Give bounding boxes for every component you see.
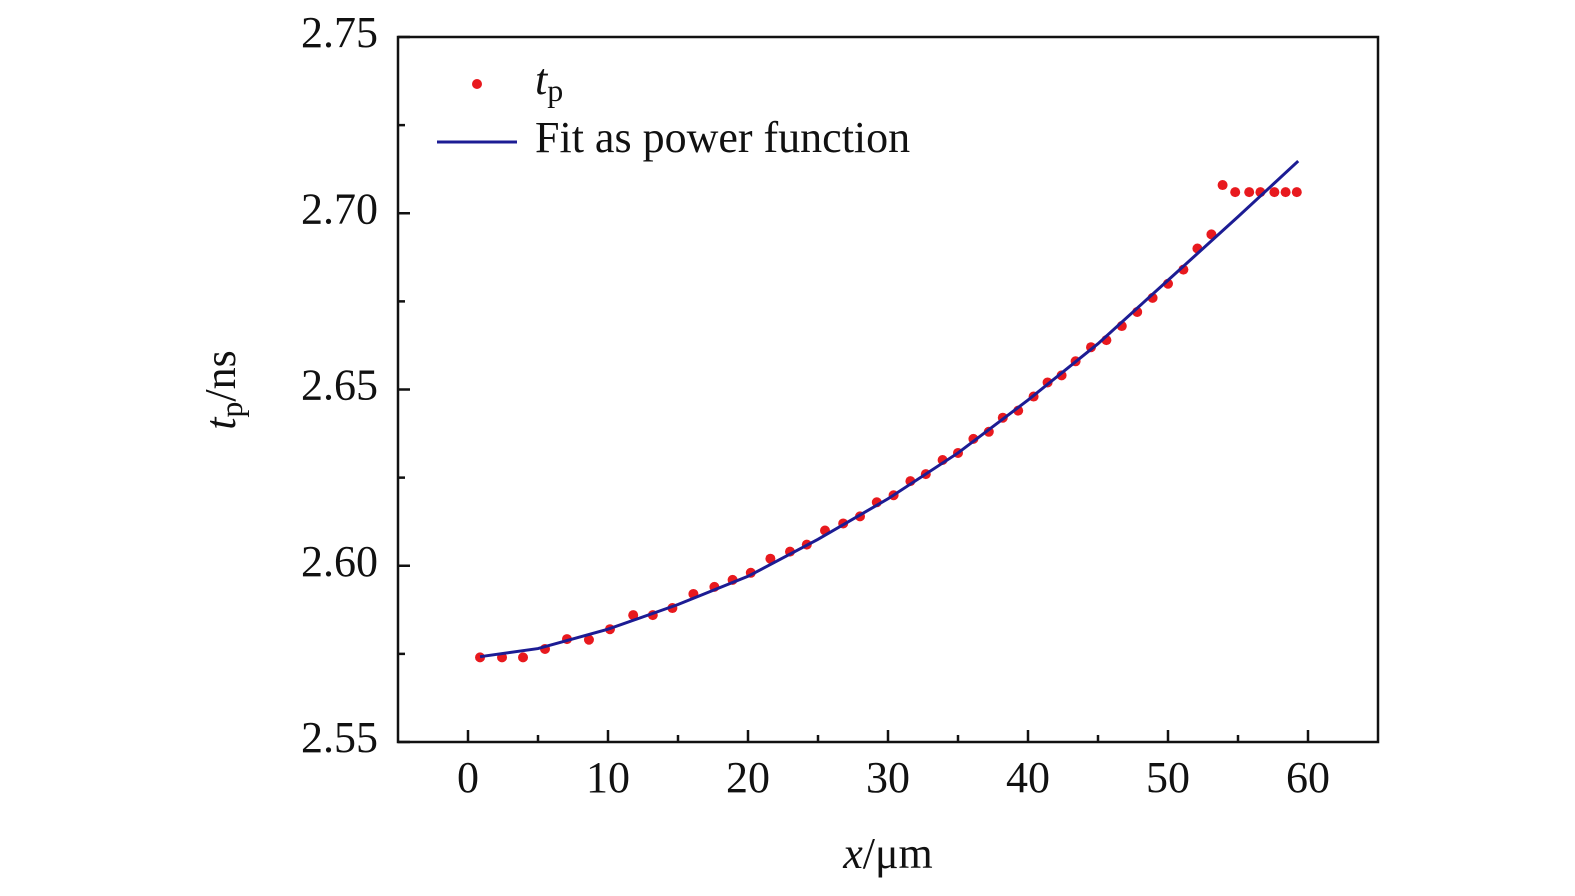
- y-label-unit: /ns: [196, 350, 245, 401]
- fit-line: [479, 159, 1300, 659]
- x-tick-label: 60: [1286, 753, 1330, 802]
- data-point: [1280, 187, 1291, 198]
- data-point: [628, 610, 639, 621]
- data-point: [1291, 187, 1302, 198]
- x-tick-label: 10: [586, 753, 630, 802]
- y-tick-label: 2.55: [301, 713, 378, 762]
- y-tick-label: 2.70: [301, 184, 378, 233]
- x-tick-label: 40: [1006, 753, 1050, 802]
- x-tick-label: 50: [1146, 753, 1190, 802]
- data-point: [1269, 187, 1280, 198]
- y-label-symbol: t: [196, 416, 245, 430]
- y-tick-label: 2.65: [301, 361, 378, 410]
- x-tick-label: 20: [726, 753, 770, 802]
- x-tick-label: 0: [457, 753, 479, 802]
- legend-label: tp: [535, 55, 563, 108]
- legend: tp Fit as power function: [437, 55, 910, 162]
- legend-symbol: t: [535, 55, 549, 104]
- y-tick-label: 2.60: [301, 537, 378, 586]
- legend-marker: [472, 79, 482, 89]
- x-axis-label: x/μm: [842, 829, 933, 878]
- x-tick-label: 30: [866, 753, 910, 802]
- x-label-unit: /μm: [863, 829, 933, 878]
- data-point: [1244, 187, 1255, 198]
- data-point: [583, 634, 594, 645]
- y-label-subscript: p: [213, 402, 249, 418]
- legend-subscript: p: [547, 72, 563, 108]
- data-point: [1230, 187, 1241, 198]
- y-axis-label: tp/ns: [196, 350, 249, 430]
- data-point: [765, 553, 776, 564]
- x-label-symbol: x: [842, 829, 863, 878]
- data-point: [1217, 180, 1228, 191]
- legend-label: Fit as power function: [535, 113, 910, 162]
- data-point: [518, 652, 529, 663]
- y-tick-label: 2.75: [301, 8, 378, 57]
